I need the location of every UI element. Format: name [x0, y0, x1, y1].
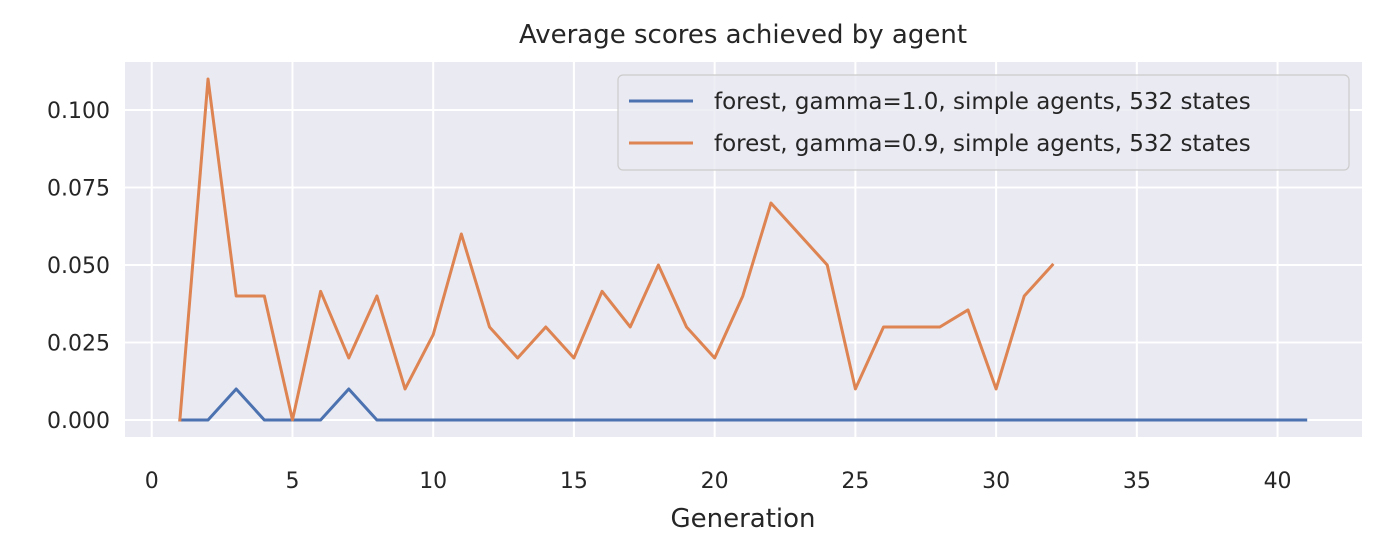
- x-tick-label: 10: [419, 469, 447, 494]
- y-tick-label: 0.000: [47, 409, 110, 434]
- legend-box: [617, 74, 1350, 171]
- chart-title: Average scores achieved by agent: [519, 20, 967, 50]
- y-tick-label: 0.075: [47, 177, 110, 202]
- x-tick-label: 35: [1123, 469, 1151, 494]
- x-tick-label: 25: [841, 469, 869, 494]
- legend-label-series-1: forest, gamma=1.0, simple agents, 532 st…: [714, 89, 1251, 115]
- legend: forest, gamma=1.0, simple agents, 532 st…: [617, 74, 1350, 171]
- legend-label-series-2: forest, gamma=0.9, simple agents, 532 st…: [714, 131, 1251, 157]
- x-tick-label: 40: [1264, 469, 1292, 494]
- x-tick-label: 5: [285, 469, 299, 494]
- y-tick-label: 0.100: [47, 99, 110, 124]
- x-tick-label: 30: [982, 469, 1010, 494]
- x-tick-label: 0: [145, 469, 159, 494]
- x-tick-label: 20: [701, 469, 729, 494]
- series-line-1: [178, 387, 1308, 422]
- x-axis-label: Generation: [670, 504, 815, 534]
- y-tick-label: 0.050: [47, 254, 110, 279]
- y-axis-ticks: 0.000 0.025 0.050 0.075 0.100: [47, 99, 110, 434]
- y-tick-label: 0.025: [47, 331, 110, 356]
- series-line-2: [178, 77, 1055, 422]
- series-lines: [178, 77, 1308, 422]
- x-tick-label: 15: [560, 469, 588, 494]
- x-axis-ticks: 0 5 10 15 20 25 30 35 40: [145, 469, 1292, 494]
